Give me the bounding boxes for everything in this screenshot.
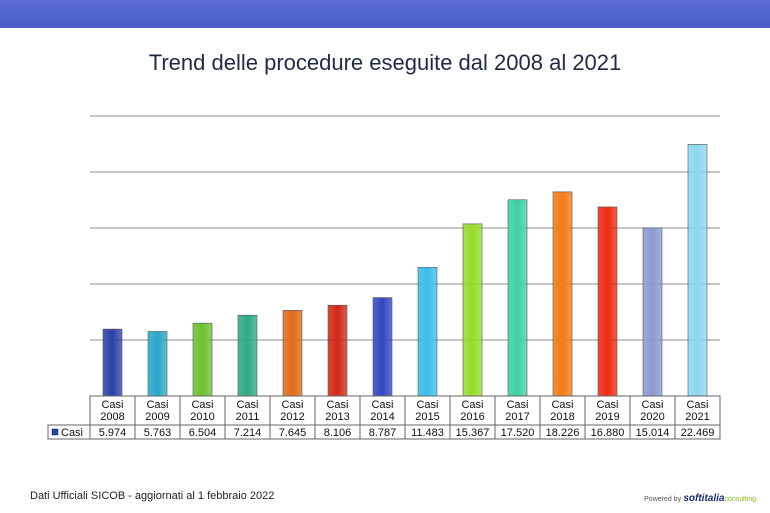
bar-9 (462, 223, 483, 397)
category-label: 2021 (685, 411, 709, 423)
bar-10 (507, 199, 528, 397)
category-label: 2018 (550, 411, 574, 423)
bar-6 (327, 304, 348, 397)
data-label: 15.014 (636, 427, 670, 439)
bar-7 (372, 297, 393, 397)
top-band (0, 0, 770, 28)
category-label: 2008 (100, 411, 124, 423)
data-label: 7.645 (279, 427, 307, 439)
category-label: Casi (551, 399, 573, 411)
legend-swatch (51, 428, 59, 436)
category-label: Casi (101, 399, 123, 411)
category-label: Casi (281, 399, 303, 411)
category-label: Casi (416, 399, 438, 411)
data-label: 6.504 (189, 427, 217, 439)
source-note: Dati Ufficiali SICOB - aggiornati al 1 f… (30, 490, 275, 502)
data-label: 5.763 (144, 427, 172, 439)
category-label: 2009 (145, 411, 169, 423)
bar-12 (597, 206, 618, 397)
data-label: 22.469 (681, 427, 715, 439)
category-label: Casi (146, 399, 168, 411)
bar-4 (237, 314, 258, 397)
category-label: 2016 (460, 411, 484, 423)
powered-by-text: Powered by (644, 496, 682, 503)
category-label: 2014 (370, 411, 394, 423)
data-label: 7.214 (234, 427, 262, 439)
bar-2 (147, 331, 168, 397)
bar-8 (417, 267, 438, 397)
category-label: 2013 (325, 411, 349, 423)
brand-suffix: consulting (724, 496, 756, 503)
category-label: 2017 (505, 411, 529, 423)
category-label: Casi (326, 399, 348, 411)
category-label: 2012 (280, 411, 304, 423)
data-label: 15.367 (456, 427, 490, 439)
data-label: 8.106 (324, 427, 352, 439)
data-label: 11.483 (411, 427, 444, 439)
category-label: Casi (236, 399, 258, 411)
data-label: 8.787 (369, 427, 397, 439)
bar-5 (282, 310, 303, 397)
data-label: 16.880 (591, 427, 625, 439)
category-label: Casi (506, 399, 528, 411)
data-label: 17.520 (501, 427, 535, 439)
bar-3 (192, 322, 213, 397)
data-label: 5.974 (99, 427, 127, 439)
powered-by-logo: Powered by softitaliaconsulting (644, 493, 756, 504)
category-label: Casi (686, 399, 708, 411)
category-label: Casi (371, 399, 393, 411)
bar-11 (552, 191, 573, 397)
data-label: 18.226 (546, 427, 580, 439)
chart-title: Trend delle procedure eseguite dal 2008 … (148, 50, 622, 75)
category-label: 2011 (236, 411, 260, 423)
category-label: 2020 (640, 411, 664, 423)
category-label: Casi (641, 399, 663, 411)
legend-label: Casi (61, 427, 83, 439)
category-label: 2019 (595, 411, 619, 423)
category-label: 2010 (190, 411, 214, 423)
bar-1 (102, 328, 123, 397)
bar-14 (687, 144, 708, 397)
category-label: Casi (596, 399, 618, 411)
category-label: Casi (191, 399, 213, 411)
category-label: Casi (461, 399, 483, 411)
brand-name: softitalia (683, 493, 725, 504)
bar-13 (642, 227, 663, 397)
category-label: 2015 (415, 411, 439, 423)
